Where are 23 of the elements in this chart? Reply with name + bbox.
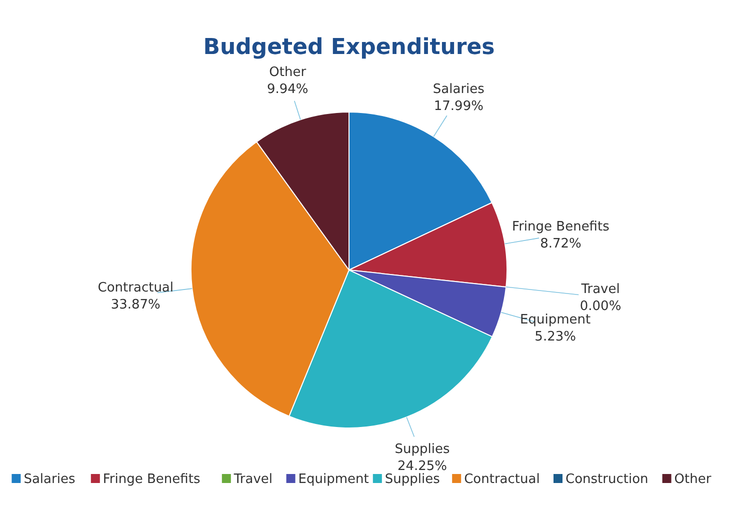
data-label: 24.25%: [397, 459, 448, 474]
data-label: 33.87%: [110, 297, 160, 312]
slice-label: Supplies: [394, 442, 450, 458]
legend-label: Travel: [232, 472, 273, 487]
legend-label: Other: [674, 472, 712, 487]
data-label: 17.99%: [434, 99, 484, 114]
legend-label: Contractual: [464, 472, 540, 487]
text: 0.00%: [580, 299, 622, 314]
legend-label: Construction: [566, 472, 648, 487]
data-label: 9.94%: [266, 82, 308, 97]
slice-label: Salaries: [432, 82, 485, 98]
category-label: Travel: [581, 282, 620, 298]
legend-label: Fringe Benefits: [102, 472, 200, 487]
legend-label: Salaries: [24, 472, 76, 487]
legend-label: Supplies: [384, 472, 440, 487]
data-label: 5.23%: [534, 329, 576, 344]
slice-label: Equipment: [520, 312, 591, 328]
legend-label: Equipment: [298, 472, 369, 487]
data-label: 8.72%: [540, 236, 582, 252]
chart-title: Budgeted Expenditures: [203, 35, 495, 60]
slice-label: Contractual: [98, 280, 174, 296]
slice-label: Fringe Benefits: [512, 219, 610, 234]
slice-label: Other: [269, 64, 307, 80]
